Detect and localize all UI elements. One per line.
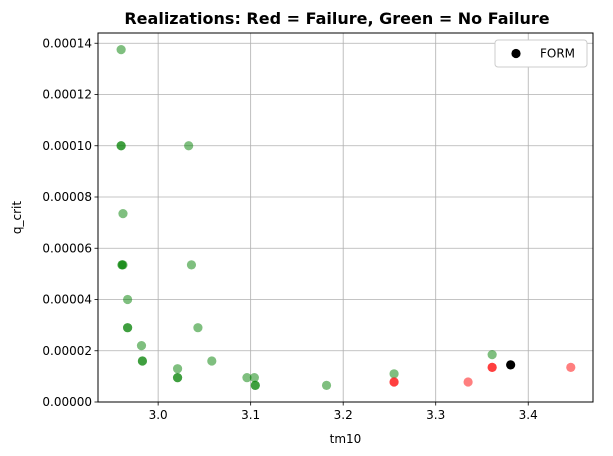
y-tick-label: 0.00000 (42, 395, 92, 409)
legend-label-form: FORM (540, 47, 575, 61)
y-tick-label: 0.00006 (42, 241, 92, 255)
form-point (506, 360, 516, 370)
no-failure-point (193, 323, 203, 333)
y-axis-label: q_crit (10, 201, 24, 234)
no-failure-point (207, 356, 217, 366)
no-failure-point (487, 349, 497, 360)
failure-point (463, 377, 473, 387)
no-failure-point (123, 294, 133, 305)
failure-point (389, 377, 399, 387)
no-failure-point (250, 380, 260, 390)
axis-ticks: 3.0 3.1 3.2 3.3 3.4 0.00000 0.00002 0.00004 0.00… (42, 36, 537, 422)
x-tick-label: 3.3 (426, 408, 445, 422)
no-failure-point (137, 356, 148, 366)
no-failure-point (117, 260, 127, 270)
no-failure-point (172, 364, 183, 374)
y-tick-label: 0.00014 (42, 36, 92, 50)
y-tick-label: 0.00010 (42, 139, 92, 153)
no-failure-point (116, 45, 126, 55)
no-failure-point (184, 141, 194, 151)
failure-point (487, 362, 497, 373)
y-tick-label: 0.00008 (42, 190, 92, 204)
legend-marker-form (511, 48, 521, 59)
no-failure-point (172, 373, 183, 383)
legend: FORM (494, 39, 588, 68)
no-failure-point (321, 380, 332, 390)
no-failure-point (186, 260, 197, 270)
no-failure-point (116, 141, 126, 151)
failure-point (566, 362, 576, 373)
x-tick-label: 3.4 (519, 408, 538, 422)
legend-box (494, 39, 588, 68)
no-failure-point (249, 373, 259, 383)
y-tick-label: 0.00002 (42, 344, 92, 358)
x-axis-label: tm10 (330, 432, 362, 446)
no-failure-point (118, 209, 128, 219)
y-tick-label: 0.00012 (42, 88, 92, 102)
x-tick-label: 3.1 (241, 408, 260, 422)
no-failure-point (123, 323, 133, 333)
y-tick-label: 0.00004 (42, 293, 92, 307)
chart-title: Realizations: Red = Failure, Green = No … (124, 9, 549, 28)
no-failure-point (242, 373, 252, 383)
x-tick-label: 3.0 (149, 408, 168, 422)
no-failure-point (136, 341, 147, 351)
no-failure-point (389, 369, 399, 379)
plot-frame (97, 32, 594, 403)
x-tick-label: 3.2 (334, 408, 353, 422)
grid (98, 33, 593, 403)
data-points (116, 45, 576, 390)
